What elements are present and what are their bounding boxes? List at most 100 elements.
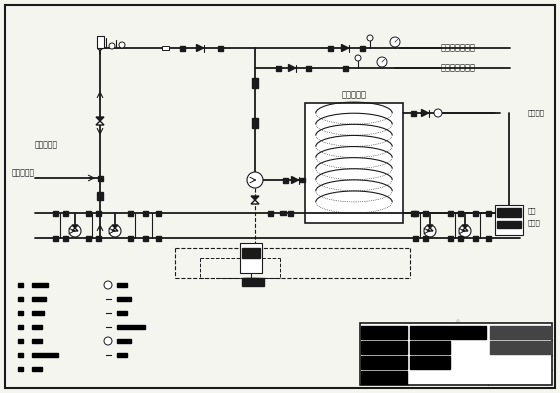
Bar <box>486 211 491 215</box>
Text: 控制柜: 控制柜 <box>528 220 541 226</box>
Bar <box>422 235 427 241</box>
Text: 地暖供水: 地暖供水 <box>528 110 545 116</box>
Circle shape <box>247 172 263 188</box>
Bar <box>18 297 23 301</box>
Text: 模块炉进口: 模块炉进口 <box>12 169 35 178</box>
Bar <box>282 178 287 182</box>
Bar <box>96 235 100 241</box>
Polygon shape <box>112 228 118 231</box>
Bar <box>117 325 145 329</box>
Bar <box>97 176 102 180</box>
Polygon shape <box>422 110 428 116</box>
Polygon shape <box>96 121 104 125</box>
Polygon shape <box>427 228 433 231</box>
Bar <box>458 235 463 241</box>
Bar <box>447 211 452 215</box>
Polygon shape <box>96 117 104 121</box>
Polygon shape <box>251 196 259 200</box>
Bar <box>32 339 42 343</box>
Circle shape <box>367 35 373 41</box>
Bar <box>18 339 23 343</box>
Bar <box>361 371 407 384</box>
Bar <box>180 46 184 50</box>
Bar <box>422 211 427 215</box>
Text: 地暖: 地暖 <box>528 208 536 214</box>
Bar <box>280 211 286 215</box>
Text: 散热片采暖回水: 散热片采暖回水 <box>441 64 476 72</box>
Bar <box>117 283 127 287</box>
Bar <box>473 211 478 215</box>
Circle shape <box>104 281 112 289</box>
Bar <box>252 78 258 88</box>
Bar <box>495 205 523 235</box>
Bar <box>18 367 23 371</box>
Circle shape <box>119 42 125 48</box>
Bar <box>117 353 127 357</box>
Bar <box>32 353 58 357</box>
Bar <box>18 325 23 329</box>
Bar <box>142 235 147 241</box>
Bar <box>32 325 42 329</box>
Bar <box>410 341 450 354</box>
Text: 板式换热器: 板式换热器 <box>342 90 366 99</box>
Bar <box>53 211 58 215</box>
Polygon shape <box>72 225 78 228</box>
Bar <box>156 211 161 215</box>
Text: 模块炉出口: 模块炉出口 <box>35 141 58 149</box>
Bar <box>413 211 418 215</box>
Bar <box>97 192 103 200</box>
Bar <box>497 208 521 217</box>
Bar <box>242 278 264 286</box>
Bar <box>142 211 147 215</box>
Bar <box>96 36 104 48</box>
Bar <box>490 326 551 339</box>
Bar <box>32 297 46 301</box>
Circle shape <box>98 46 102 50</box>
Bar <box>343 66 348 70</box>
Polygon shape <box>112 225 118 228</box>
Bar <box>156 235 161 241</box>
Bar <box>128 211 133 215</box>
Bar <box>410 356 450 369</box>
Bar <box>63 235 68 241</box>
Bar <box>328 46 333 50</box>
Polygon shape <box>251 200 259 204</box>
Bar <box>413 235 418 241</box>
Polygon shape <box>288 64 296 72</box>
Polygon shape <box>197 44 203 51</box>
Bar <box>242 248 260 258</box>
Bar <box>361 341 407 354</box>
Polygon shape <box>462 225 468 228</box>
Circle shape <box>104 337 112 345</box>
Bar <box>252 118 258 128</box>
Bar <box>410 211 416 215</box>
Bar <box>217 46 222 50</box>
Circle shape <box>355 55 361 61</box>
Bar <box>287 211 292 215</box>
Bar <box>306 66 310 70</box>
Bar <box>117 297 131 301</box>
Polygon shape <box>342 44 348 51</box>
Bar <box>276 66 281 70</box>
Bar <box>458 211 463 215</box>
Circle shape <box>109 225 121 237</box>
Bar <box>410 110 416 116</box>
Bar <box>18 283 23 287</box>
Circle shape <box>424 225 436 237</box>
Bar <box>447 235 452 241</box>
Bar <box>240 243 262 273</box>
Bar <box>490 341 551 354</box>
Polygon shape <box>292 176 298 184</box>
Circle shape <box>434 109 442 117</box>
Bar <box>86 235 91 241</box>
Bar <box>32 283 48 287</box>
Polygon shape <box>462 228 468 231</box>
Bar <box>53 235 58 241</box>
Bar <box>117 311 127 315</box>
Bar <box>86 211 91 215</box>
Circle shape <box>98 46 102 50</box>
Polygon shape <box>427 225 433 228</box>
Bar <box>268 211 273 215</box>
Bar <box>63 211 68 215</box>
Bar <box>32 367 42 371</box>
